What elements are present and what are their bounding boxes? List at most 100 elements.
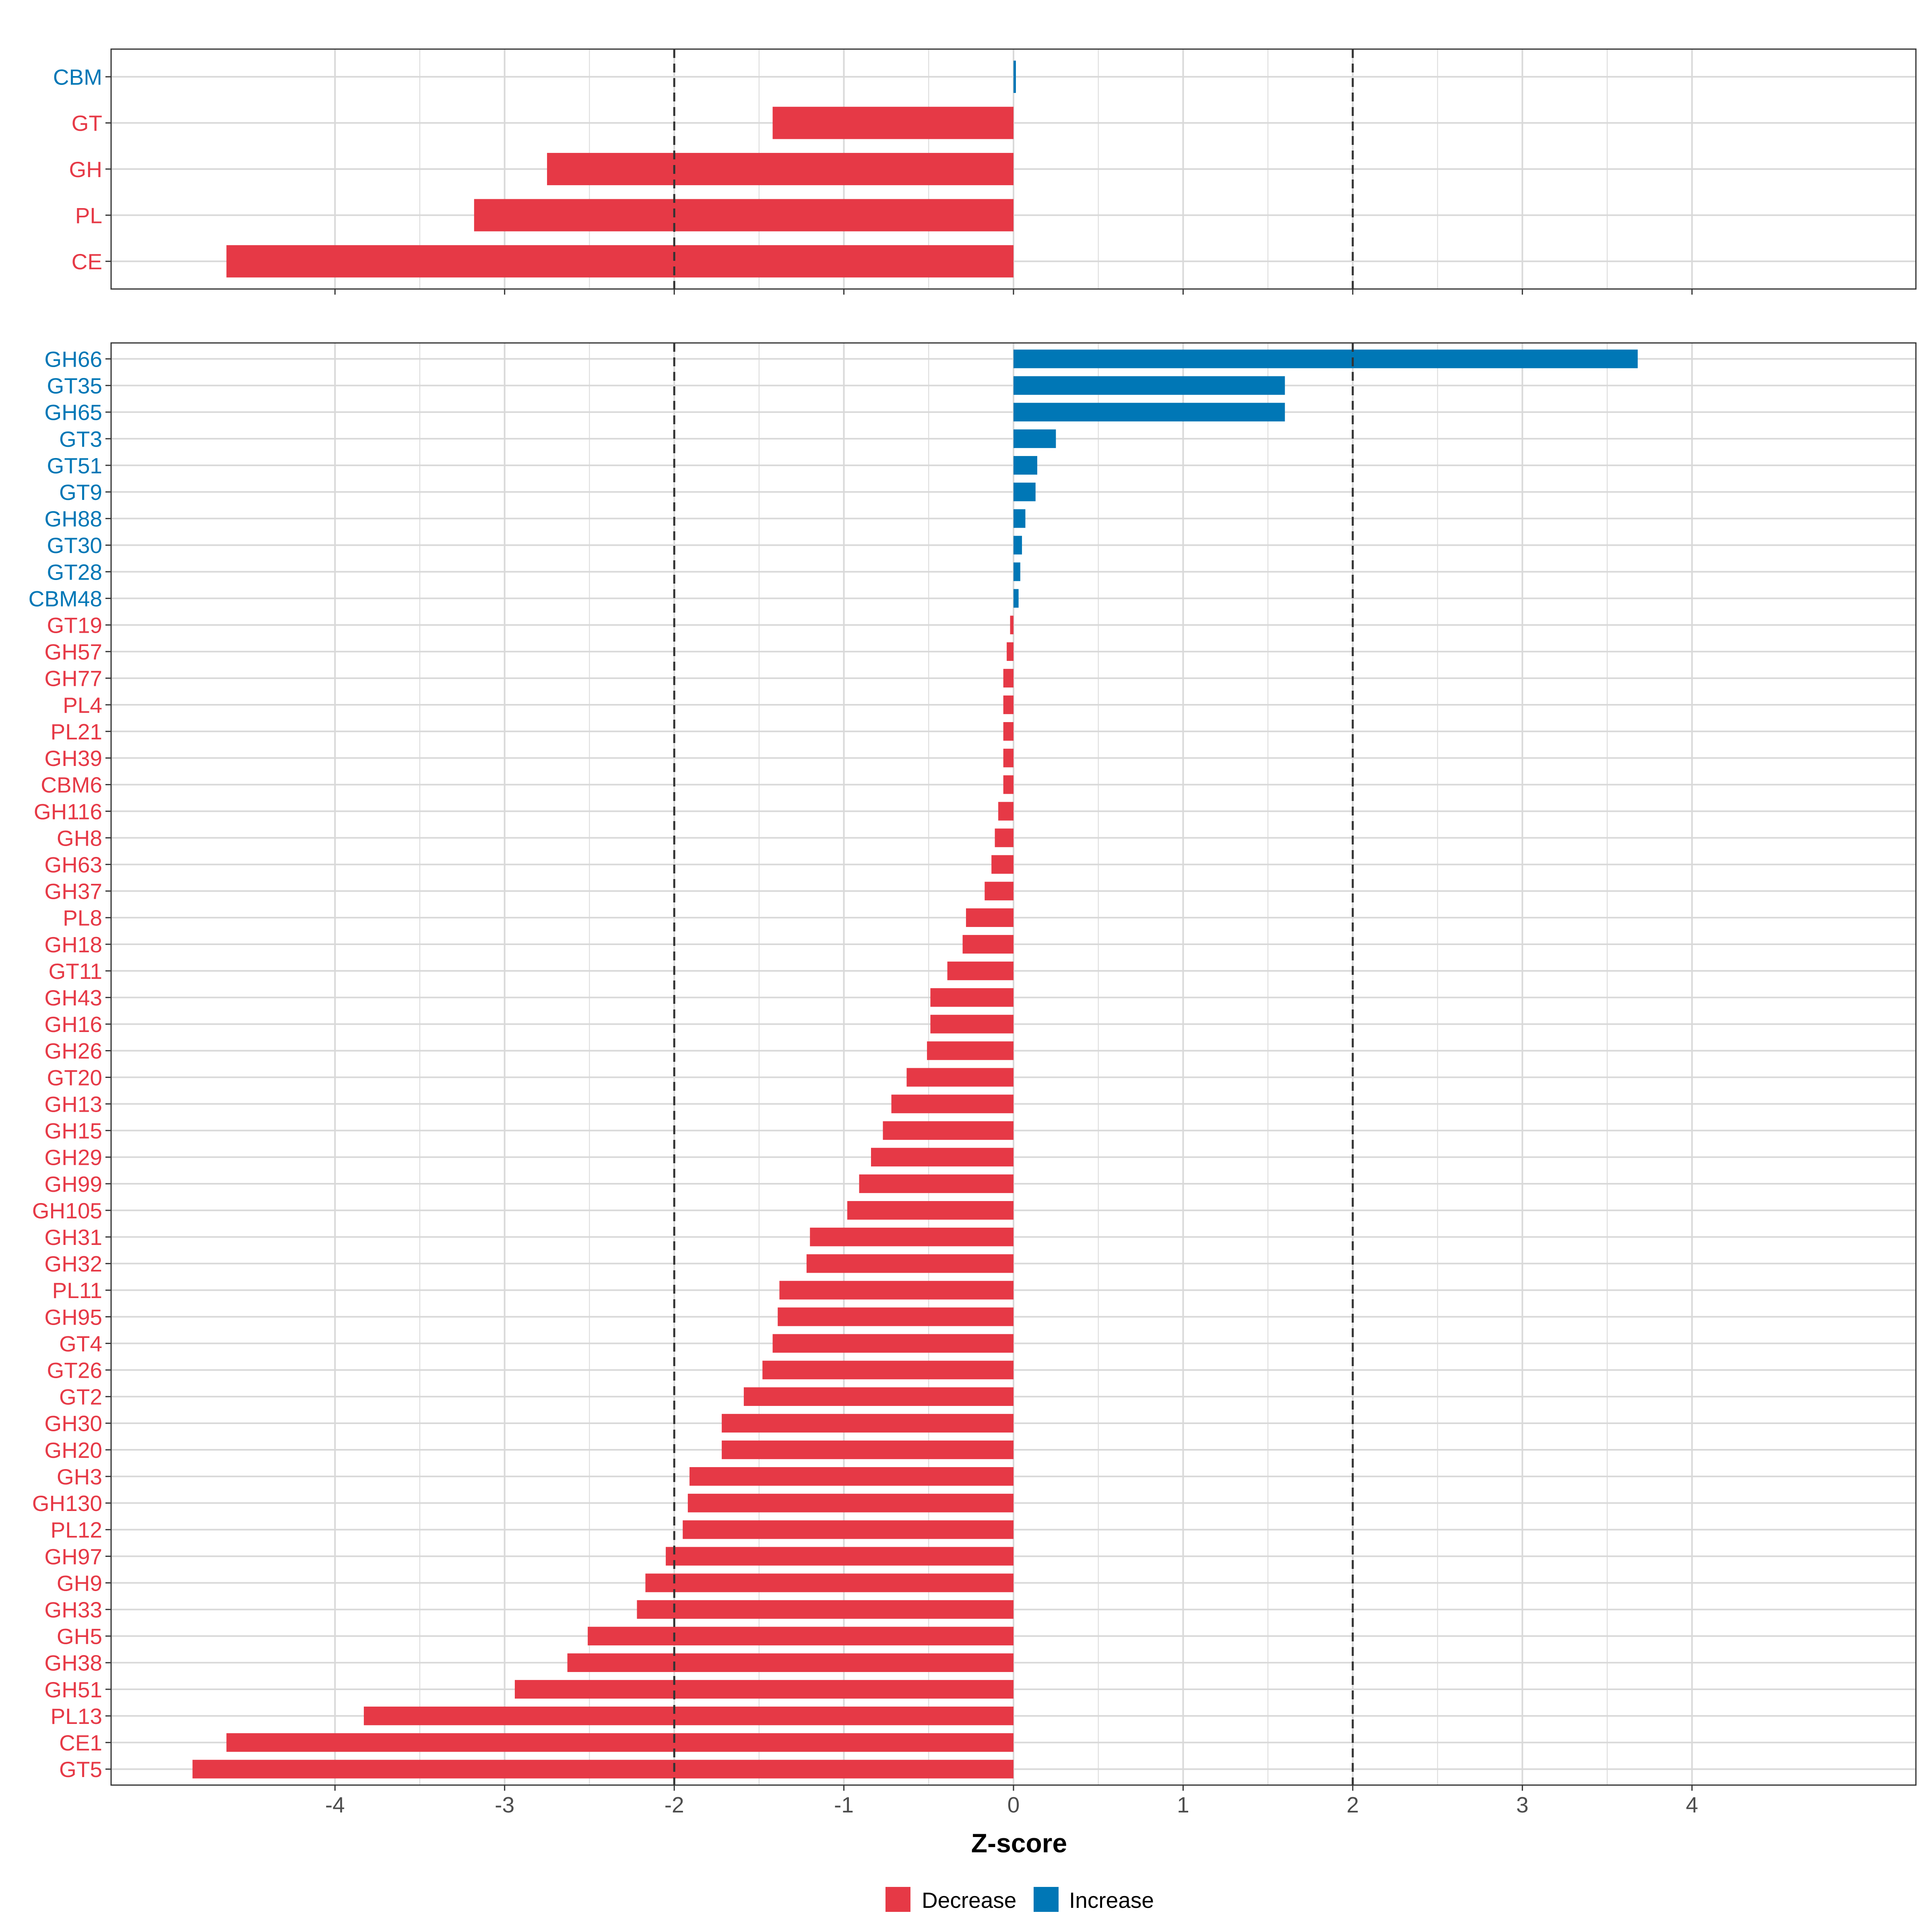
category-label: GH99	[44, 1172, 102, 1197]
category-label: GH116	[34, 799, 102, 824]
category-label: GH26	[44, 1038, 102, 1063]
category-label: GT4	[59, 1331, 102, 1356]
bar-pl	[474, 199, 1013, 231]
category-label: GT19	[47, 613, 102, 638]
category-label: GH66	[44, 347, 102, 372]
bar-gh57	[1007, 642, 1013, 661]
bar-gh65	[1013, 402, 1285, 422]
bar-cbm6	[1003, 775, 1013, 794]
bar-pl4	[1003, 695, 1013, 714]
category-label: GT3	[59, 427, 102, 452]
category-label: GH77	[44, 666, 102, 691]
bar-gh116	[998, 802, 1013, 821]
category-label: GT5	[59, 1757, 102, 1782]
bar-gt20	[906, 1068, 1013, 1087]
bar-cbm	[1013, 60, 1016, 93]
bar-gh3	[689, 1467, 1013, 1486]
legend-label-increase: Increase	[1069, 1888, 1154, 1913]
category-label: GH65	[44, 400, 102, 425]
x-tick-label: -3	[495, 1792, 514, 1817]
category-label: GH18	[44, 932, 102, 957]
category-label: GT2	[59, 1385, 102, 1410]
bar-pl11	[779, 1281, 1013, 1300]
category-label: PL12	[51, 1517, 102, 1542]
category-label: CE	[72, 249, 102, 274]
category-label: GH43	[44, 985, 102, 1010]
bar-gh38	[567, 1653, 1013, 1672]
bar-ce1	[226, 1733, 1013, 1752]
category-label: GT30	[47, 533, 102, 558]
bar-gh43	[930, 988, 1013, 1007]
bar-pl13	[363, 1706, 1013, 1726]
category-label: GT28	[47, 559, 102, 584]
bar-gh95	[778, 1307, 1013, 1326]
category-label: GH88	[44, 506, 102, 531]
bar-gt2	[743, 1387, 1013, 1406]
category-label: GT26	[47, 1358, 102, 1383]
bar-gh32	[806, 1254, 1013, 1273]
category-label: GH51	[44, 1677, 102, 1702]
bar-gt11	[947, 961, 1013, 980]
x-tick-label: -2	[665, 1792, 684, 1817]
bar-gt4	[772, 1334, 1013, 1353]
category-label: GH13	[44, 1092, 102, 1117]
category-label: PL11	[52, 1278, 102, 1303]
bar-gh66	[1013, 349, 1638, 368]
category-label: GH30	[44, 1411, 102, 1436]
category-label: GH57	[44, 640, 102, 665]
bar-gh13	[891, 1094, 1013, 1113]
category-label: GH33	[44, 1597, 102, 1622]
bar-gh20	[722, 1440, 1013, 1459]
category-label: GT20	[47, 1065, 102, 1090]
bar-pl8	[966, 908, 1013, 927]
category-label: GT51	[47, 453, 102, 478]
x-tick-label: 2	[1347, 1792, 1359, 1817]
bar-gh99	[859, 1174, 1013, 1193]
category-label: GH32	[44, 1251, 102, 1276]
bar-gh97	[666, 1547, 1013, 1566]
bar-gh5	[588, 1627, 1013, 1645]
category-label: GH37	[44, 879, 102, 904]
bar-gt5	[192, 1760, 1014, 1779]
bar-gh37	[985, 881, 1013, 900]
category-label: GH63	[44, 852, 102, 877]
x-tick-label: 1	[1177, 1792, 1189, 1817]
x-tick-label: -1	[834, 1792, 854, 1817]
category-label: GT11	[49, 959, 102, 984]
bar-gt9	[1013, 483, 1036, 502]
bar-pl12	[683, 1520, 1013, 1539]
legend: Decrease Increase	[886, 1887, 1154, 1913]
category-label: CE1	[59, 1730, 102, 1755]
x-tick-label: 4	[1686, 1792, 1698, 1817]
bar-gt28	[1013, 562, 1020, 581]
bar-gh26	[927, 1041, 1013, 1060]
category-label: PL4	[63, 693, 102, 718]
bar-gh51	[515, 1680, 1013, 1699]
bar-gh9	[645, 1573, 1013, 1592]
bar-pl21	[1003, 722, 1013, 741]
bar-gh30	[722, 1414, 1013, 1433]
bar-gh18	[962, 935, 1013, 954]
category-label: GH8	[57, 826, 102, 850]
category-label: GH20	[44, 1438, 102, 1463]
category-label: GT35	[47, 374, 102, 398]
legend-label-decrease: Decrease	[922, 1888, 1016, 1913]
bar-gh16	[930, 1015, 1013, 1034]
bar-ce	[226, 245, 1013, 278]
legend-swatch-decrease	[886, 1887, 910, 1912]
category-label: PL21	[51, 719, 102, 744]
category-label: GT9	[59, 480, 102, 505]
category-label: GH38	[44, 1651, 102, 1676]
category-label: CBM6	[41, 772, 102, 797]
panel-border	[110, 48, 1917, 290]
category-label: PL	[75, 203, 102, 228]
legend-swatch-increase	[1034, 1887, 1059, 1912]
category-label: GH29	[44, 1145, 102, 1170]
bar-gh77	[1003, 669, 1013, 688]
category-label: GH31	[44, 1225, 102, 1250]
category-label: GH9	[57, 1571, 102, 1596]
category-label: GH3	[57, 1464, 102, 1489]
bar-gt51	[1013, 456, 1037, 475]
category-label: CBM48	[29, 586, 102, 611]
